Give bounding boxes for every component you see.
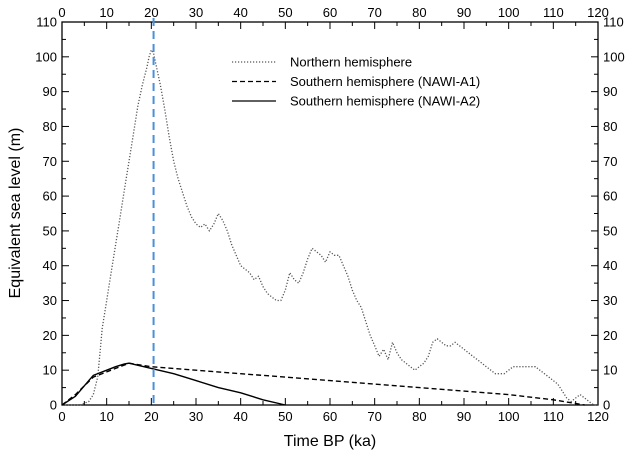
x-tick-label-top: 50	[278, 5, 292, 20]
y-tick-label-left: 20	[43, 328, 57, 343]
legend: Northern hemisphere Southern hemisphere (…	[232, 55, 480, 109]
y-tick-label-left: 80	[43, 119, 57, 134]
y-tick-label-left: 10	[43, 363, 57, 378]
x-tick-label-bottom: 120	[587, 409, 609, 424]
series-line-2	[61, 362, 585, 406]
y-tick-label-right: 50	[603, 223, 617, 238]
y-tick-label-right: 30	[603, 293, 617, 308]
y-tick-label-right: 20	[603, 328, 617, 343]
x-tick-label-bottom: 80	[412, 409, 426, 424]
x-tick-label-top: 120	[587, 5, 609, 20]
x-axis-label: Time BP (ka)	[284, 433, 376, 450]
x-tick-label-top: 90	[457, 5, 471, 20]
y-tick-label-left: 70	[43, 154, 57, 169]
y-tick-label-right: 80	[603, 119, 617, 134]
x-tick-label-bottom: 30	[189, 409, 203, 424]
y-tick-label-left: 110	[36, 15, 57, 30]
y-tick-label-left: 30	[43, 293, 57, 308]
x-tick-label-bottom: 20	[144, 409, 158, 424]
series-line-1	[62, 49, 598, 406]
x-tick-label-top: 60	[323, 5, 337, 20]
legend-label-1: Northern hemisphere	[290, 55, 412, 70]
legend-label-2: Southern hemisphere (NAWI-A1)	[290, 74, 480, 89]
x-tick-label-top: 110	[543, 5, 564, 20]
y-tick-label-left: 60	[43, 189, 57, 204]
y-tick-label-right: 70	[603, 154, 617, 169]
x-tick-label-top: 100	[498, 5, 520, 20]
x-tick-label-bottom: 110	[543, 409, 564, 424]
x-tick-label-bottom: 10	[99, 409, 113, 424]
y-tick-label-right: 10	[603, 363, 617, 378]
x-tick-label-bottom: 100	[498, 409, 520, 424]
y-tick-label-left: 50	[43, 223, 57, 238]
y-tick-label-right: 100	[603, 49, 625, 64]
x-tick-label-bottom: 40	[233, 409, 247, 424]
x-tick-label-top: 80	[412, 5, 426, 20]
x-tick-label-top: 0	[58, 5, 65, 20]
y-tick-label-right: 110	[603, 15, 624, 30]
y-tick-label-left: 100	[35, 49, 57, 64]
x-tick-label-top: 40	[233, 5, 247, 20]
y-axis-label: Equivalent sea level (m)	[7, 128, 24, 299]
y-tick-label-left: 90	[43, 84, 57, 99]
x-tick-label-bottom: 50	[278, 409, 292, 424]
series-line-3	[61, 362, 286, 406]
y-tick-label-left: 0	[50, 398, 57, 413]
x-tick-label-top: 70	[367, 5, 381, 20]
y-tick-label-right: 60	[603, 189, 617, 204]
axis-ticks: 0010102020303040405050606070708080909010…	[35, 5, 624, 424]
y-tick-label-right: 40	[603, 258, 617, 273]
y-tick-label-right: 90	[603, 84, 617, 99]
x-tick-label-top: 20	[144, 5, 158, 20]
legend-label-3: Southern hemisphere (NAWI-A2)	[290, 94, 480, 109]
x-tick-label-bottom: 60	[323, 409, 337, 424]
x-tick-label-bottom: 70	[367, 409, 381, 424]
y-tick-label-right: 0	[603, 398, 610, 413]
x-tick-label-bottom: 90	[457, 409, 471, 424]
y-tick-label-left: 40	[43, 258, 57, 273]
series-group	[61, 49, 598, 406]
x-tick-label-bottom: 0	[58, 409, 65, 424]
x-tick-label-top: 10	[99, 5, 113, 20]
x-tick-label-top: 30	[189, 5, 203, 20]
